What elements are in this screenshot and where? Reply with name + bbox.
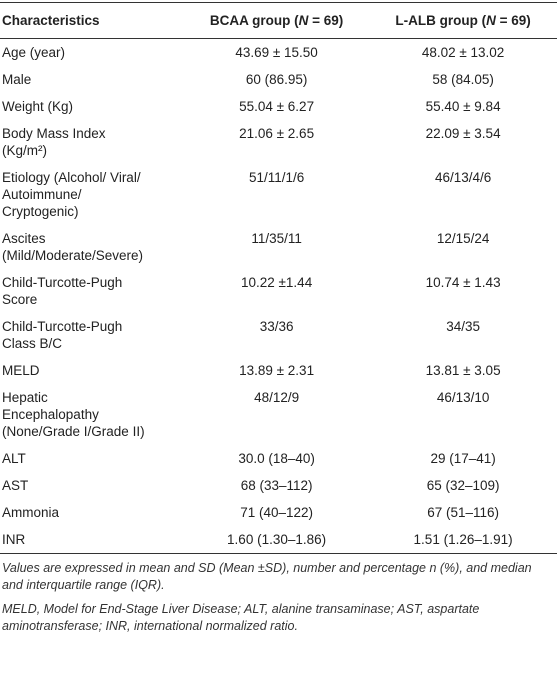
header-cell: Characteristics [0,3,184,39]
row-label: Body Mass Index (Kg/m²) [0,120,184,164]
data-table: Characteristics BCAA group (N = 69) L-ALB … [0,2,557,554]
footnote: MELD, Model for End-Stage Liver Disease;… [2,602,480,633]
row-label: ALT [0,445,184,472]
row-label: Weight (Kg) [0,93,184,120]
label-line: Cryptogenic) [2,204,79,219]
label-line: Autoimmune/ [2,187,82,202]
label-line: Ammonia [2,505,60,520]
table-row: Ascites (Mild/Moderate/Severe) 11/35/11 12/… [0,225,557,269]
table-row: MELD 13.89 ± 2.31 13.81 ± 3.05 [0,357,557,384]
value-cell: 29 (17–41) [430,451,496,466]
table-head: Characteristics BCAA group (N = 69) L-ALB … [0,2,557,39]
label-line: Weight (Kg) [2,99,74,114]
label-line: Encephalopathy [2,407,99,422]
row-label: Male [0,66,184,93]
header-text: = 69) [495,13,531,28]
header-cell: BCAA group (N = 69) [184,3,369,39]
value-cell: 34/35 [446,319,480,334]
table-row: Body Mass Index (Kg/m²) 21.06 ± 2.65 22.09 … [0,120,557,164]
label-line: Child-Turcotte-Pugh [2,275,123,290]
value-cell: 30.0 (18–40) [238,451,315,466]
footnotes: Values are expressed in mean and SD (Mea… [0,554,557,635]
table-row: Male 60 (86.95) 58 (84.05) [0,66,557,93]
label-line: (None/Grade I/Grade II) [2,424,145,439]
value-cell: 60 (86.95) [245,72,308,87]
value-cell: 46/13/10 [436,390,490,405]
label-line: Body Mass Index [2,126,106,141]
label-line: Child-Turcotte-Pugh [2,319,123,334]
value-cell: 68 (33–112) [240,478,313,493]
value-cell: 10.74 ± 1.43 [425,275,501,290]
value-cell: 1.60 (1.30–1.86) [227,532,327,547]
value-cell: 51/11/1/6 [248,170,305,185]
table-row: Age (year) 43.69 ± 15.50 48.02 ± 13.02 [0,39,557,67]
row-label: Age (year) [0,39,184,67]
header-text: Characteristics [2,13,100,28]
row-label: AST [0,472,184,499]
header-text: N [298,13,309,28]
label-line: Hepatic [2,390,48,405]
header-cell: L-ALB group (N = 69) [369,3,557,39]
label-line: (Mild/Moderate/Severe) [2,248,144,263]
table-row: AST 68 (33–112) 65 (32–109) [0,472,557,499]
row-label: Ammonia [0,499,184,526]
table-body: Age (year) 43.69 ± 15.50 48.02 ± 13.02 Male… [0,39,557,554]
row-label: Child-Turcotte-Pugh Class B/C [0,313,184,357]
row-label: Etiology (Alcohol/ Viral/Autoimmune/Cryp… [0,164,184,225]
header-text: L-ALB group ( [395,13,487,28]
value-cell: 33/36 [259,319,294,334]
label-line: Male [2,72,32,87]
label-line: Ascites [2,231,46,246]
value-cell: 43.69 ± 15.50 [235,45,318,60]
value-cell: 13.89 ± 2.31 [239,363,315,378]
label-line: MELD [2,363,40,378]
value-cell: 48/12/9 [254,390,300,405]
value-cell: 55.04 ± 6.27 [239,99,315,114]
value-cell: 55.40 ± 9.84 [425,99,501,114]
label-line: AST [2,478,29,493]
value-cell: 58 (84.05) [432,72,494,87]
value-cell: 71 (40–122) [240,505,313,520]
value-cell: 21.06 ± 2.65 [239,126,315,141]
value-cell: 10.22 ±1.44 [240,275,313,290]
table-row: Etiology (Alcohol/ Viral/Autoimmune/Cryp… [0,164,557,225]
row-label: Hepatic Encephalopathy (None/Grade I/Grade… [0,384,184,445]
label-line: ALT [2,451,26,466]
value-cell: 22.09 ± 3.54 [425,126,501,141]
row-label: MELD [0,357,184,384]
table-row: ALT 30.0 (18–40) 29 (17–41) [0,445,557,472]
header-text: BCAA group ( [209,13,299,28]
label-line: Class B/C [2,336,63,351]
row-label: Child-Turcotte-Pugh Score [0,269,184,313]
value-cell: 13.81 ± 3.05 [425,363,501,378]
value-cell: 1.51 (1.26–1.91) [413,532,513,547]
value-cell: 67 (51–116) [427,505,499,520]
label-line: (Kg/m²) [2,143,47,158]
table-row: Hepatic Encephalopathy (None/Grade I/Grade… [0,384,557,445]
label-line: Age (year) [2,45,66,60]
footnote: Values are expressed in mean and SD (Mea… [2,561,532,592]
header-text: = 69) [308,13,344,28]
value-cell: 46/13/4/6 [434,170,492,185]
header-row: Characteristics BCAA group (N = 69) L-ALB … [0,2,557,39]
table-row: INR 1.60 (1.30–1.86) 1.51 (1.26–1.91) [0,526,557,554]
header-text: N [486,13,496,28]
table-row: Weight (Kg) 55.04 ± 6.27 55.40 ± 9.84 [0,93,557,120]
table-row: Child-Turcotte-Pugh Score 10.22 ±1.44 10.74… [0,269,557,313]
table-row: Child-Turcotte-Pugh Class B/C 33/36 34/35 [0,313,557,357]
label-line: INR [2,532,26,547]
label-line: Score [2,292,38,307]
value-cell: 11/35/11 [251,231,302,246]
value-cell: 48.02 ± 13.02 [421,45,505,60]
row-label: INR [0,526,184,554]
label-line: Etiology (Alcohol/ Viral/ [2,170,141,185]
value-cell: 12/15/24 [436,231,490,246]
value-cell: 65 (32–109) [426,478,500,493]
table-row: Ammonia 71 (40–122) 67 (51–116) [0,499,557,526]
row-label: Ascites (Mild/Moderate/Severe) [0,225,184,269]
